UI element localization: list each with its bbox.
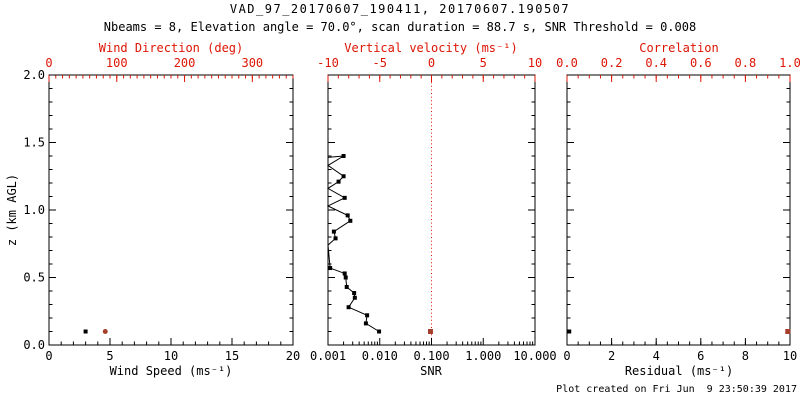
panel-residual: 0 2 4 6 8 10 0.0 0.2 0.4 0.6 0.8 1.0 [556,56,800,363]
panel-box [566,74,791,346]
wind-speed-axis-title: Wind Speed (ms⁻¹) [109,364,233,378]
height-tick-label: 2.0 [23,68,45,82]
tick-label: 100 [106,56,128,70]
data-point [352,295,357,300]
data-point [336,179,341,184]
tick-label: 0 [428,56,435,70]
plot-title: VAD_97_20170607_190411, 20170607.190507 [229,2,571,16]
tick-label: 0.0 [556,56,578,70]
tick-label: -5 [373,56,387,70]
tick-label: 0.2 [601,56,623,70]
tick-label: 4 [653,349,660,363]
plot-created-timestamp: Plot created on Fri Jun 9 23:50:39 2017 [556,384,797,395]
data-point [348,218,353,223]
data-point [427,329,433,334]
panel-snr: 0.001 0.010 0.100 1.000 10.000 -10 -5 0 5 10 [310,56,557,363]
residual-axis-title: Residual (ms⁻¹) [624,364,734,378]
tick-label: 10 [528,56,542,70]
tick-label: 5 [106,349,113,363]
tick-label: 0.001 [310,349,346,363]
bottom-axis: 0.001 0.010 0.100 1.000 10.000 [310,338,557,363]
tick-label: 8 [742,349,749,363]
vertical-velocity-axis-title: Vertical velocity (ms⁻¹) [344,41,518,55]
data-point [785,329,791,334]
tick-label: 200 [174,56,196,70]
snr-axis-title: SNR [420,364,442,378]
tick-label: 10.000 [513,349,556,363]
data-point [342,271,347,276]
panel-box [48,74,294,346]
data-point [344,284,349,289]
wind-direction-axis-title: Wind Direction (deg) [98,41,244,55]
data-point [352,291,357,296]
data-point [328,266,333,271]
tick-label: 0.4 [645,56,667,70]
height-tick-label: 1.5 [23,136,45,150]
tick-label: 20 [286,349,300,363]
tick-label: 2 [608,349,615,363]
plot-subtitle: Nbeams = 8, Elevation angle = 70.0°, sca… [103,20,697,34]
tick-label: -10 [317,56,339,70]
height-axis-ticks: 0.0 0.5 1.0 1.5 2.0 [23,68,293,352]
data-point [102,329,108,334]
tick-label: 0 [45,56,52,70]
bottom-axis: 0 2 4 6 8 10 [563,338,797,363]
tick-label: 0.010 [362,349,398,363]
data-point [567,329,572,334]
top-axis: 0.0 0.2 0.4 0.6 0.8 1.0 [556,56,800,82]
data-point [341,174,346,179]
tick-label: 5 [480,56,487,70]
tick-label: 10 [783,349,797,363]
data-point [377,329,382,334]
bottom-axis: 0 5 10 15 20 [45,338,300,363]
height-tick-label: 1.0 [23,203,45,217]
tick-label: 0.6 [690,56,712,70]
tick-label: 10 [164,349,178,363]
height-axis-ticks [328,74,535,346]
height-tick-label: 0.5 [23,271,45,285]
tick-label: 0.100 [413,349,449,363]
data-point [331,229,336,234]
data-point [343,275,348,280]
series-wind-speed [83,329,88,334]
top-axis: 0 100 200 300 [45,56,294,82]
data-point [346,305,351,310]
height-tick-label: 0.0 [23,338,45,352]
data-point [333,236,338,241]
height-axis-ticks [567,74,790,346]
tick-label: 1.000 [465,349,501,363]
data-point [341,154,346,158]
tick-label: 0 [563,349,570,363]
tick-label: 0 [45,349,52,363]
series-wind-direction [102,329,108,334]
data-point [83,329,88,334]
tick-label: 6 [697,349,704,363]
data-point [363,321,368,326]
tick-label: 0.8 [735,56,757,70]
tick-label: 300 [241,56,263,70]
top-axis: -10 -5 0 5 10 [317,56,542,82]
data-point [365,313,370,318]
correlation-axis-title: Correlation [639,41,719,55]
data-point [342,195,347,200]
series-residual [567,329,572,334]
tick-label: 1.0 [779,56,800,70]
series-snr-profile [326,154,382,334]
data-point [345,213,350,218]
tick-label: 15 [225,349,239,363]
series-correlation [785,329,791,334]
series-vertical-velocity [427,329,433,334]
